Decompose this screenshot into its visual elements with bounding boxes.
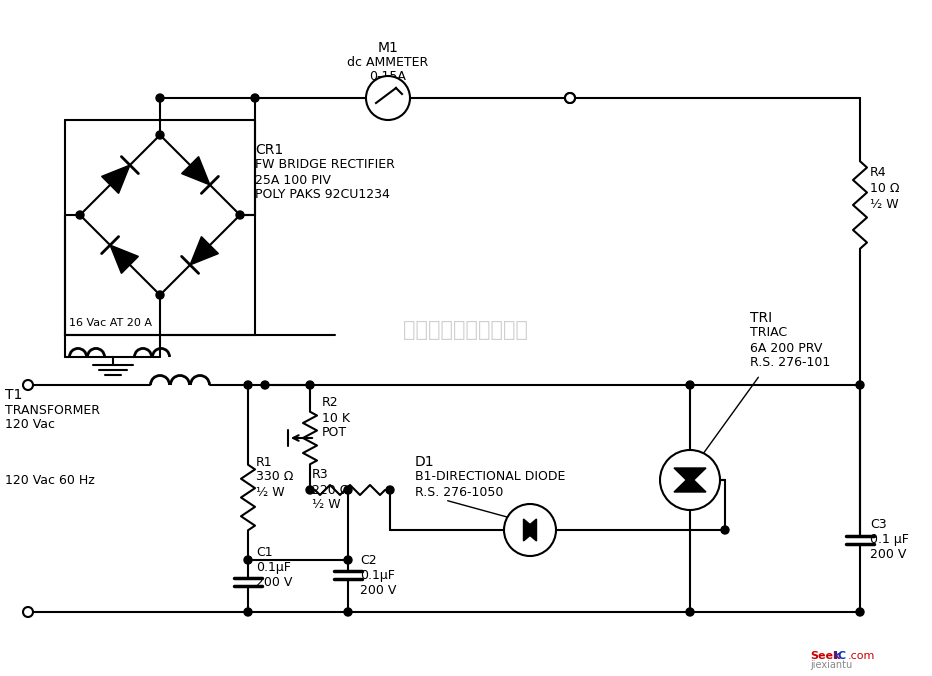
Text: 0-15A: 0-15A — [370, 70, 406, 82]
Text: Seek: Seek — [810, 651, 841, 661]
Text: 330 Ω: 330 Ω — [256, 470, 294, 483]
Polygon shape — [182, 157, 210, 185]
Circle shape — [660, 450, 720, 510]
Circle shape — [236, 211, 244, 219]
Text: R2: R2 — [322, 395, 338, 408]
Circle shape — [156, 291, 164, 299]
Text: 200 V: 200 V — [870, 548, 907, 562]
Text: dc AMMETER: dc AMMETER — [348, 55, 429, 68]
Circle shape — [386, 486, 394, 494]
Text: 0.1μF: 0.1μF — [360, 569, 395, 581]
Circle shape — [686, 608, 694, 616]
Text: CR1: CR1 — [255, 143, 283, 157]
Text: R3: R3 — [312, 468, 329, 481]
Circle shape — [244, 556, 252, 564]
Circle shape — [856, 608, 864, 616]
Circle shape — [23, 380, 33, 390]
Text: 220 Ω: 220 Ω — [312, 483, 350, 496]
Circle shape — [261, 381, 269, 389]
Circle shape — [504, 504, 556, 556]
Polygon shape — [524, 519, 537, 541]
Text: 16 Vac AT 20 A: 16 Vac AT 20 A — [69, 318, 152, 328]
Circle shape — [366, 76, 410, 120]
Circle shape — [686, 381, 694, 389]
Circle shape — [344, 608, 352, 616]
Text: C2: C2 — [360, 554, 377, 566]
Text: 杭州将睿科技有限公司: 杭州将睿科技有限公司 — [404, 320, 528, 340]
Text: POLY PAKS 92CU1234: POLY PAKS 92CU1234 — [255, 189, 390, 201]
Text: 200 V: 200 V — [256, 577, 293, 589]
Text: jiexiantu: jiexiantu — [810, 660, 852, 670]
Circle shape — [565, 93, 575, 103]
Text: TRIAC: TRIAC — [750, 327, 788, 339]
Polygon shape — [190, 237, 218, 265]
Text: 10 Ω: 10 Ω — [870, 181, 899, 195]
Circle shape — [306, 381, 314, 389]
Text: R4: R4 — [870, 166, 886, 178]
Circle shape — [856, 381, 864, 389]
Polygon shape — [674, 477, 706, 492]
Circle shape — [565, 93, 575, 103]
Text: R.S. 276-1050: R.S. 276-1050 — [415, 485, 503, 498]
Text: C1: C1 — [256, 546, 273, 560]
Text: IC: IC — [834, 651, 846, 661]
Text: 120 Vac: 120 Vac — [5, 418, 55, 431]
Circle shape — [721, 526, 729, 534]
Polygon shape — [110, 245, 138, 273]
Text: M1: M1 — [377, 41, 399, 55]
Circle shape — [251, 94, 259, 102]
Circle shape — [306, 486, 314, 494]
Polygon shape — [524, 519, 537, 541]
Text: C3: C3 — [870, 518, 886, 531]
Text: ½ W: ½ W — [312, 498, 340, 512]
Circle shape — [244, 608, 252, 616]
Polygon shape — [102, 165, 130, 193]
Circle shape — [344, 486, 352, 494]
Text: 25A 100 PIV: 25A 100 PIV — [255, 174, 331, 187]
Text: FW BRIDGE RECTIFIER: FW BRIDGE RECTIFIER — [255, 158, 395, 172]
Circle shape — [344, 556, 352, 564]
Circle shape — [244, 381, 252, 389]
Circle shape — [156, 131, 164, 139]
Text: B1-DIRECTIONAL DIODE: B1-DIRECTIONAL DIODE — [415, 470, 566, 483]
Text: 0.1 μF: 0.1 μF — [870, 533, 909, 546]
Text: 10 K: 10 K — [322, 412, 350, 425]
Text: R.S. 276-101: R.S. 276-101 — [750, 356, 830, 370]
Text: D1: D1 — [415, 455, 434, 469]
Text: 120 Vac 60 Hz: 120 Vac 60 Hz — [5, 473, 95, 487]
Text: ½ W: ½ W — [256, 485, 284, 498]
Polygon shape — [674, 468, 706, 483]
Circle shape — [76, 211, 84, 219]
Text: POT: POT — [322, 425, 347, 439]
Text: ½ W: ½ W — [870, 197, 898, 210]
Text: 6A 200 PRV: 6A 200 PRV — [750, 341, 822, 354]
Text: 200 V: 200 V — [360, 583, 396, 596]
Text: .com: .com — [848, 651, 875, 661]
Text: T1: T1 — [5, 388, 22, 402]
Circle shape — [23, 607, 33, 617]
Circle shape — [156, 94, 164, 102]
Text: 0.1μF: 0.1μF — [256, 562, 291, 575]
Text: TRANSFORMER: TRANSFORMER — [5, 404, 100, 416]
Text: R1: R1 — [256, 456, 273, 468]
Text: TRI: TRI — [750, 311, 772, 325]
